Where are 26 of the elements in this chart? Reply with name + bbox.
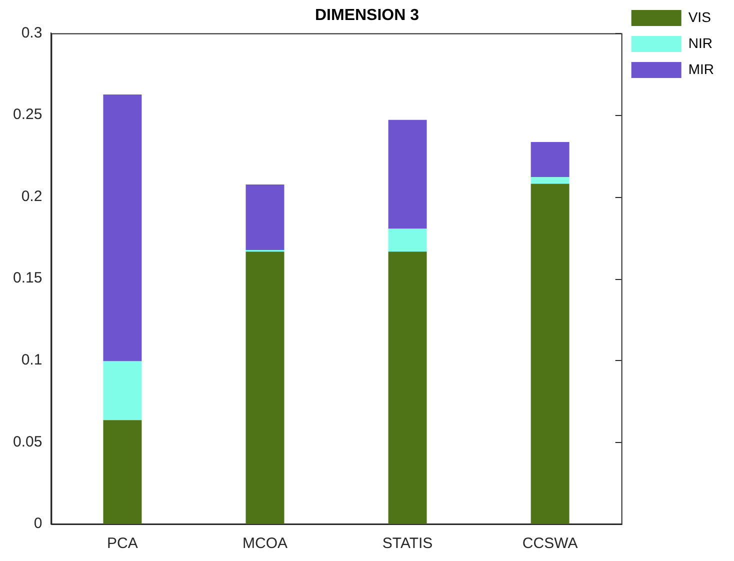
bar (246, 184, 284, 250)
x-tick-label: STATIS (382, 535, 433, 552)
y-tick-label: 0.05 (12, 433, 42, 450)
bar (103, 94, 142, 362)
bar (388, 252, 427, 524)
y-tick-label: 0.1 (21, 352, 42, 369)
x-tick-label: PCA (107, 535, 138, 552)
bar (530, 184, 570, 524)
x-tick-label: CCSWA (522, 535, 578, 552)
legend-label: NIR (688, 34, 712, 51)
bar (388, 228, 427, 252)
y-tick-label: 0 (34, 515, 42, 532)
bar (530, 142, 570, 178)
bar (530, 177, 570, 184)
legend-label: VIS (688, 8, 711, 25)
y-tick-label: 0.15 (12, 270, 42, 287)
chart-title: DIMENSION 3 (314, 7, 420, 24)
legend-label: MIR (688, 60, 714, 77)
bar (388, 120, 427, 229)
y-tick-label: 0.2 (21, 188, 42, 205)
x-tick-label: MCOA (242, 535, 288, 552)
bar (103, 361, 142, 420)
bar (246, 252, 284, 524)
bar (103, 420, 142, 524)
y-tick-label: 0.3 (21, 24, 42, 42)
y-tick-label: 0.25 (12, 106, 42, 124)
